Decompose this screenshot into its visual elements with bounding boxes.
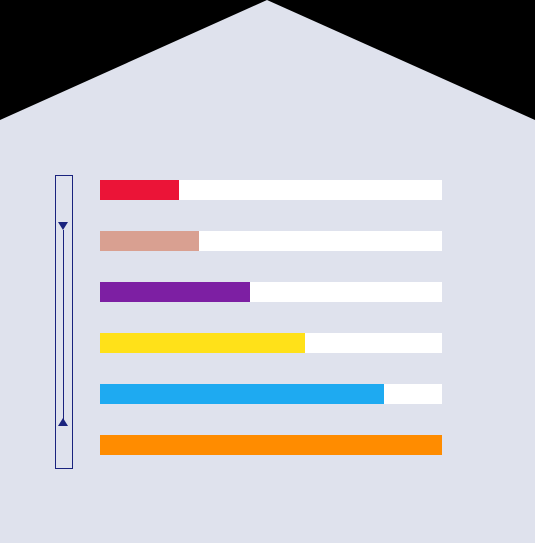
bar-row	[100, 231, 442, 251]
bar-fill	[100, 282, 250, 302]
bar-row	[100, 333, 442, 353]
bar-row	[100, 180, 442, 200]
bar-row	[100, 384, 442, 404]
bar-fill	[100, 333, 305, 353]
chevron-down-icon	[58, 222, 68, 230]
house-diagram	[0, 0, 535, 543]
scroll-inner-line	[63, 230, 64, 420]
house-roof	[0, 0, 535, 120]
bar-row	[100, 282, 442, 302]
bar-fill	[100, 180, 179, 200]
chevron-up-icon	[58, 418, 68, 426]
bar-chart	[100, 180, 442, 486]
bar-fill	[100, 384, 384, 404]
bar-fill	[100, 435, 442, 455]
bar-row	[100, 435, 442, 455]
bar-fill	[100, 231, 199, 251]
